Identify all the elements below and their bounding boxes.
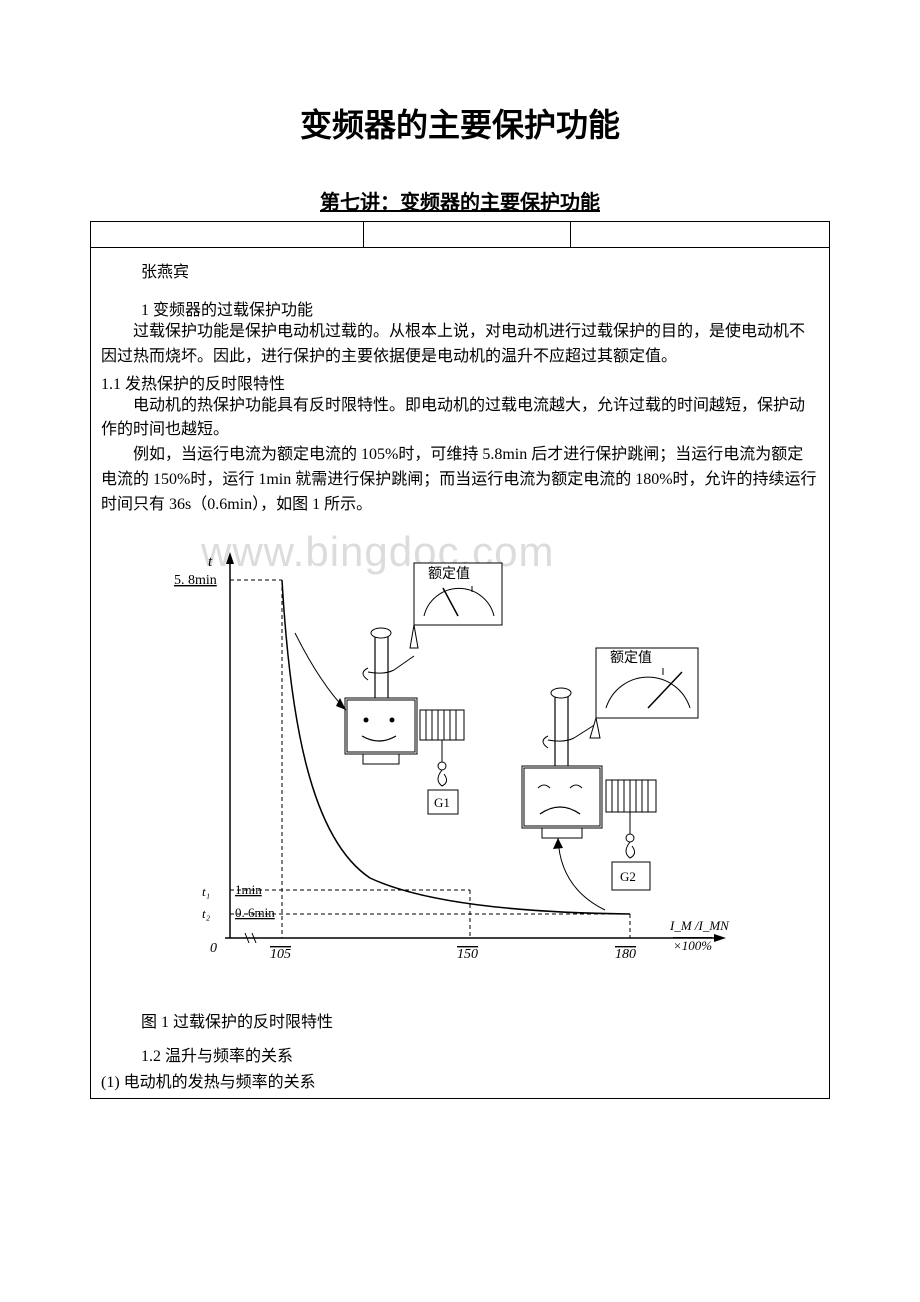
- section-1-2-sub: (1) 电动机的发热与频率的关系: [91, 1066, 829, 1098]
- paragraph-2: 电动机的热保护功能具有反时限特性。即电动机的过载电流越大，允许过载的时间越短，保…: [91, 394, 829, 444]
- x-tick-180: 180: [615, 947, 636, 962]
- callout-right-label: 额定值: [610, 650, 652, 666]
- load-g1-label: G1: [434, 795, 450, 810]
- drum-right-icon: [606, 780, 656, 812]
- section-1-heading: 1 变频器的过载保护功能: [91, 290, 829, 320]
- y-t2-symbol: t₂: [202, 906, 211, 921]
- section-1-1-heading: 1.1 发热保护的反时限特性: [91, 370, 829, 394]
- x-axis-unit: ×100%: [673, 938, 712, 953]
- axis-origin: 0: [210, 941, 217, 956]
- y-tick-06min: 0. 6min: [235, 905, 275, 920]
- figure-1-container: www.bingdoc.com t 5. 8min t₁ 1min t₂ 0. …: [91, 518, 829, 998]
- load-g2-label: G2: [620, 869, 636, 884]
- table-header-row: [91, 222, 830, 248]
- y-t1-symbol: t₁: [202, 884, 210, 899]
- y-tick-58min: 5. 8min: [174, 573, 217, 588]
- figure-1-chart: t 5. 8min t₁ 1min t₂ 0. 6min 0 105 150 1…: [160, 538, 760, 998]
- paragraph-3: 例如，当运行电流为额定电流的 105%时，可维持 5.8min 后才进行保护跳闸…: [91, 443, 829, 517]
- callout-left-label: 额定值: [428, 566, 470, 582]
- section-1-2-heading: 1.2 温升与频率的关系: [91, 1036, 829, 1066]
- x-tick-105: 105: [270, 947, 291, 962]
- x-tick-150: 150: [457, 947, 478, 962]
- content-cell: 张燕宾 1 变频器的过载保护功能 过载保护功能是保护电动机过载的。从根本上说，对…: [91, 248, 830, 1099]
- y-axis-label: t: [208, 554, 213, 570]
- main-title: 变频器的主要保护功能: [90, 100, 830, 146]
- lecture-subtitle: 第七讲：变频器的主要保护功能: [90, 186, 830, 215]
- figure-1-caption: 图 1 过载保护的反时限特性: [91, 998, 829, 1036]
- paragraph-1: 过载保护功能是保护电动机过载的。从根本上说，对电动机进行过载保护的目的，是使电动…: [91, 320, 829, 370]
- content-table: 张燕宾 1 变频器的过载保护功能 过载保护功能是保护电动机过载的。从根本上说，对…: [90, 221, 830, 1099]
- x-axis-label: I_M /I_MN: [669, 918, 730, 933]
- drum-left-icon: [420, 710, 464, 740]
- author-name: 张燕宾: [91, 248, 829, 290]
